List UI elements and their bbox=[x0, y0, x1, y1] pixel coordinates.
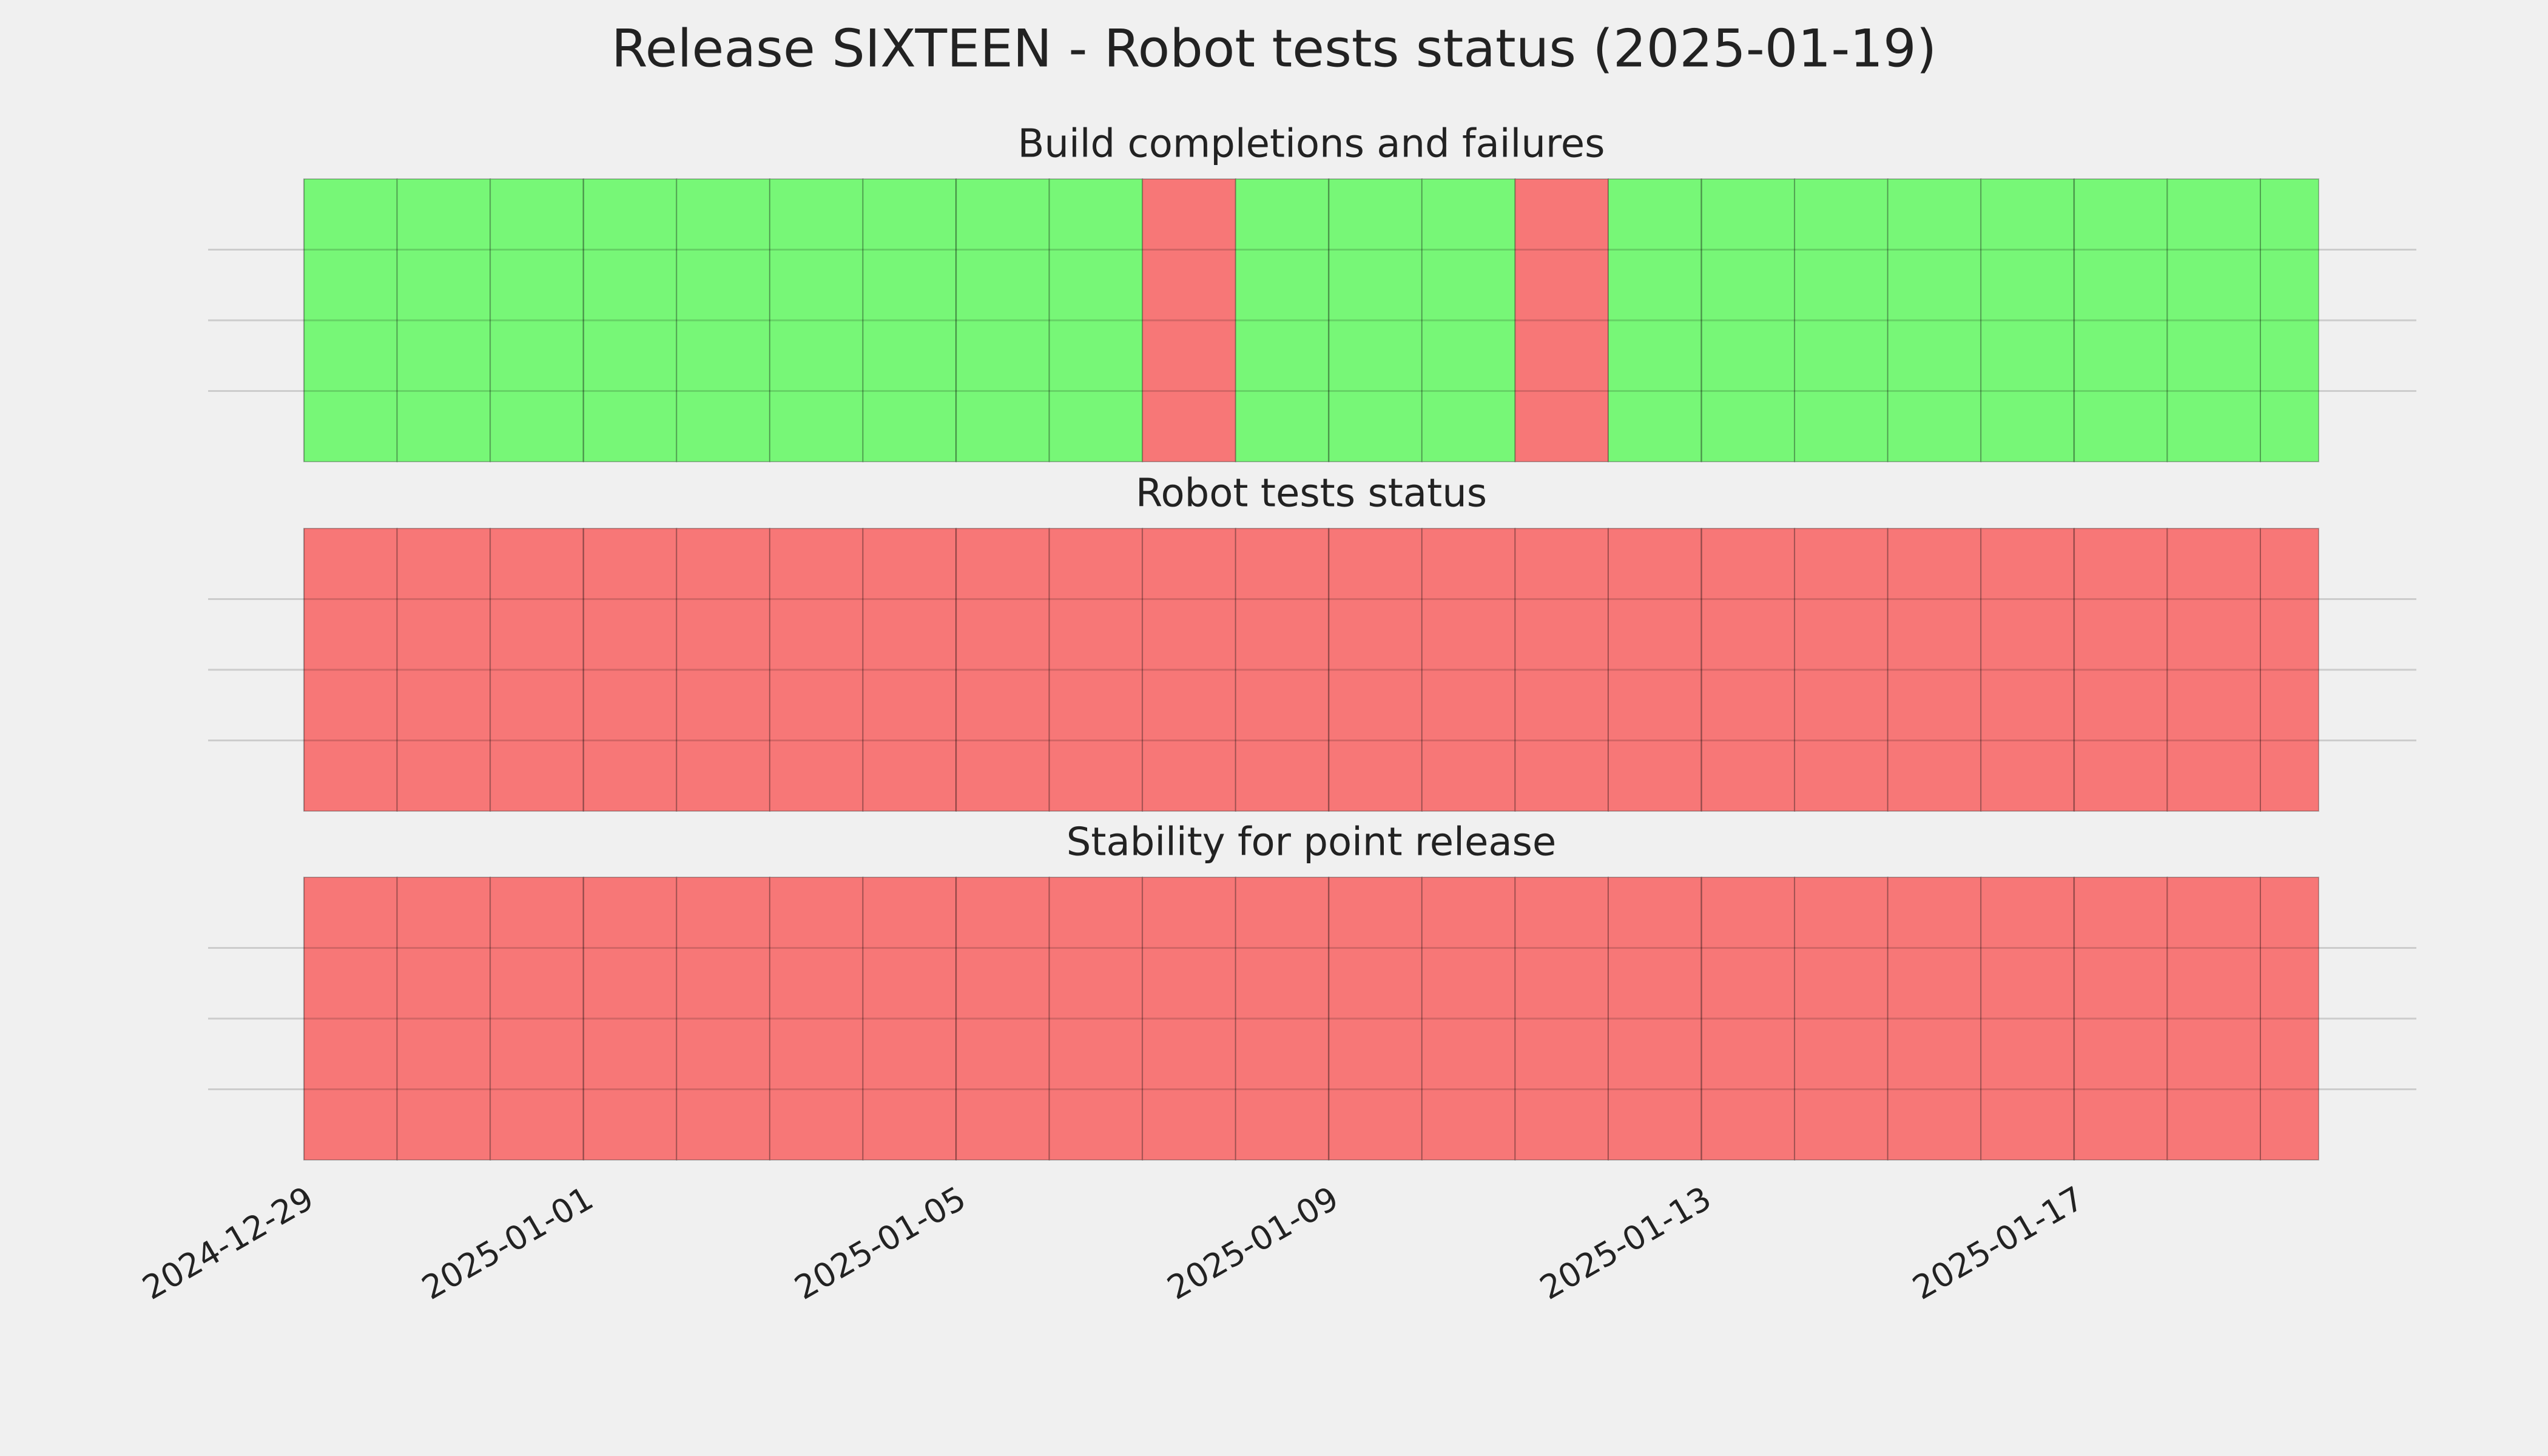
status-span bbox=[1980, 528, 2075, 812]
status-span bbox=[490, 178, 584, 462]
status-span bbox=[1980, 178, 2075, 462]
status-span bbox=[862, 178, 957, 462]
status-span bbox=[2260, 877, 2319, 1161]
status-span bbox=[1514, 178, 1609, 462]
status-span bbox=[2073, 877, 2168, 1161]
status-span bbox=[1700, 528, 1796, 812]
status-span bbox=[1700, 178, 1796, 462]
status-span bbox=[1514, 528, 1609, 812]
status-span bbox=[1328, 178, 1423, 462]
status-span bbox=[582, 877, 678, 1161]
status-span bbox=[1887, 528, 1982, 812]
subplot-title: Robot tests status bbox=[1136, 471, 1487, 516]
status-span bbox=[2166, 877, 2262, 1161]
status-span bbox=[1048, 178, 1144, 462]
status-span bbox=[2073, 178, 2168, 462]
status-span bbox=[582, 528, 678, 812]
status-span bbox=[956, 178, 1050, 462]
status-span bbox=[676, 528, 770, 812]
status-span bbox=[862, 877, 957, 1161]
status-span bbox=[1142, 877, 1236, 1161]
status-span bbox=[1142, 528, 1236, 812]
status-span bbox=[396, 528, 491, 812]
status-span bbox=[1235, 877, 1330, 1161]
status-span bbox=[1328, 877, 1423, 1161]
subplot-title: Build completions and failures bbox=[1018, 122, 1605, 167]
status-span bbox=[1980, 877, 2075, 1161]
status-span bbox=[769, 877, 864, 1161]
status-span bbox=[1421, 528, 1516, 812]
status-span bbox=[2260, 178, 2319, 462]
status-span bbox=[582, 178, 678, 462]
status-span bbox=[303, 877, 398, 1161]
status-span bbox=[1421, 178, 1516, 462]
status-span bbox=[1608, 178, 1702, 462]
status-span bbox=[2260, 528, 2319, 812]
status-span bbox=[2073, 528, 2168, 812]
status-span bbox=[1887, 178, 1982, 462]
status-span bbox=[490, 877, 584, 1161]
status-span bbox=[1608, 528, 1702, 812]
status-span bbox=[2166, 178, 2262, 462]
subplot-title: Stability for point release bbox=[1067, 820, 1557, 865]
status-span bbox=[396, 178, 491, 462]
status-span bbox=[1235, 178, 1330, 462]
status-span bbox=[1514, 877, 1609, 1161]
status-span bbox=[303, 178, 398, 462]
status-span bbox=[1794, 178, 1889, 462]
status-span bbox=[1700, 877, 1796, 1161]
status-span bbox=[1048, 528, 1144, 812]
status-span bbox=[1794, 877, 1889, 1161]
status-span bbox=[1235, 528, 1330, 812]
status-span bbox=[1421, 877, 1516, 1161]
figure-title: Release SIXTEEN - Robot tests status (20… bbox=[612, 18, 1937, 79]
status-span bbox=[956, 877, 1050, 1161]
status-span bbox=[676, 877, 770, 1161]
status-span bbox=[769, 178, 864, 462]
status-span bbox=[303, 528, 398, 812]
status-span bbox=[396, 877, 491, 1161]
status-span bbox=[676, 178, 770, 462]
status-span bbox=[1142, 178, 1236, 462]
status-span bbox=[1608, 877, 1702, 1161]
status-span bbox=[1794, 528, 1889, 812]
status-span bbox=[862, 528, 957, 812]
status-span bbox=[956, 528, 1050, 812]
